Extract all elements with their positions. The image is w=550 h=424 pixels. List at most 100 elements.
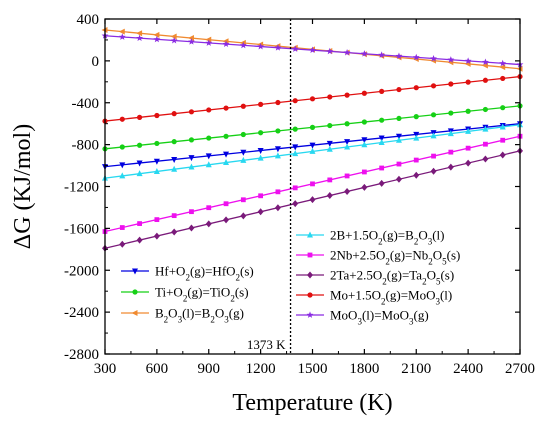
data-point	[153, 167, 160, 174]
data-point	[258, 101, 264, 107]
data-point	[430, 83, 437, 89]
data-point	[378, 51, 386, 58]
data-point	[119, 162, 126, 169]
data-point	[240, 131, 246, 138]
data-point	[170, 33, 177, 40]
data-point	[292, 150, 299, 157]
data-point	[378, 135, 385, 142]
data-point	[274, 146, 281, 153]
data-point	[500, 137, 506, 143]
y-tick-label: -2000	[64, 263, 99, 279]
data-point	[222, 38, 229, 45]
legend-entry: 2Ta+2.5O2(g)=Ta2O5(s)	[296, 268, 454, 287]
data-point	[344, 187, 351, 195]
legend-label: 2Ta+2.5O2(g)=Ta2O5(s)	[330, 268, 454, 287]
data-point	[171, 156, 178, 163]
data-point	[188, 163, 195, 170]
data-point	[379, 165, 385, 171]
data-point	[413, 171, 420, 179]
legend-entry: B2O3(l)=B2O3(g)	[121, 306, 244, 325]
y-tick-label: 0	[92, 54, 100, 70]
data-point	[292, 126, 298, 132]
data-point	[447, 56, 455, 63]
data-point	[119, 225, 125, 230]
x-tick-label: 900	[198, 361, 221, 377]
data-point	[170, 36, 178, 44]
data-point	[465, 159, 472, 167]
legend-label: MoO3(l)=MoO3(g)	[330, 308, 429, 327]
data-point	[206, 205, 212, 211]
data-point	[326, 47, 334, 55]
data-point	[292, 144, 299, 151]
data-point	[205, 153, 212, 160]
data-point	[482, 125, 489, 132]
y-tick-label: -400	[72, 96, 100, 112]
series-6	[102, 147, 523, 252]
legend-entry: Ti+O2(g)=TiO2(s)	[121, 285, 249, 304]
data-point	[309, 46, 316, 54]
x-tick-label: 2400	[453, 361, 483, 377]
data-point	[309, 124, 316, 130]
data-point	[327, 94, 333, 100]
data-point	[223, 151, 230, 158]
data-point	[500, 75, 506, 82]
y-tick-label: -1600	[64, 221, 99, 237]
plot-frame	[104, 18, 521, 355]
data-point	[344, 92, 350, 98]
data-point	[499, 151, 506, 159]
data-point	[379, 117, 385, 123]
data-point	[240, 212, 247, 220]
data-point	[223, 216, 230, 224]
data-point	[396, 86, 402, 93]
data-point	[240, 149, 247, 156]
data-point	[309, 196, 316, 204]
plot-area: 1373 K	[101, 19, 524, 354]
data-point	[223, 159, 230, 166]
data-point	[136, 30, 143, 37]
data-point	[118, 33, 126, 40]
data-point	[119, 172, 126, 179]
data-point	[361, 137, 368, 144]
data-point	[205, 161, 212, 168]
data-point	[481, 58, 489, 66]
x-tick-label: 2100	[401, 361, 431, 377]
data-point	[378, 179, 385, 187]
data-point	[413, 114, 419, 120]
data-point	[413, 85, 419, 91]
data-point	[309, 147, 316, 154]
data-point	[482, 106, 489, 113]
data-point	[223, 201, 229, 207]
legend-label: Mo+1.5O2(g)=MoO3(l)	[330, 288, 452, 307]
legend: Hf+O2(g)=HfO2(s) Ti+O2(g)=TiO2(s) B2O3(l)=…	[121, 228, 460, 327]
data-point	[240, 197, 246, 203]
x-axis-title: Temperature (K)	[232, 390, 392, 416]
data-point	[239, 41, 247, 49]
data-point	[482, 155, 489, 163]
data-point	[118, 28, 125, 35]
y-tick-label: -800	[72, 138, 100, 154]
x-tick-label: 1800	[349, 361, 379, 377]
x-tick-label: 2700	[505, 361, 535, 377]
data-point	[465, 127, 472, 134]
data-point	[361, 90, 367, 96]
data-point	[188, 38, 195, 45]
data-point	[206, 107, 212, 113]
data-point	[448, 110, 454, 116]
data-point	[153, 232, 160, 240]
data-point	[136, 160, 143, 167]
data-point	[447, 163, 454, 171]
data-point	[171, 165, 178, 172]
data-point	[430, 112, 437, 118]
data-point	[465, 79, 471, 85]
data-point	[205, 220, 212, 228]
legend-marker	[307, 252, 313, 258]
data-point	[153, 35, 161, 43]
data-point	[483, 141, 488, 147]
data-point	[465, 145, 471, 151]
legend-entry: MoO3(l)=MoO3(g)	[296, 308, 429, 327]
legend-marker	[307, 271, 313, 279]
data-point	[396, 115, 402, 122]
data-point	[309, 96, 316, 102]
x-tick-label: 1200	[246, 361, 276, 377]
